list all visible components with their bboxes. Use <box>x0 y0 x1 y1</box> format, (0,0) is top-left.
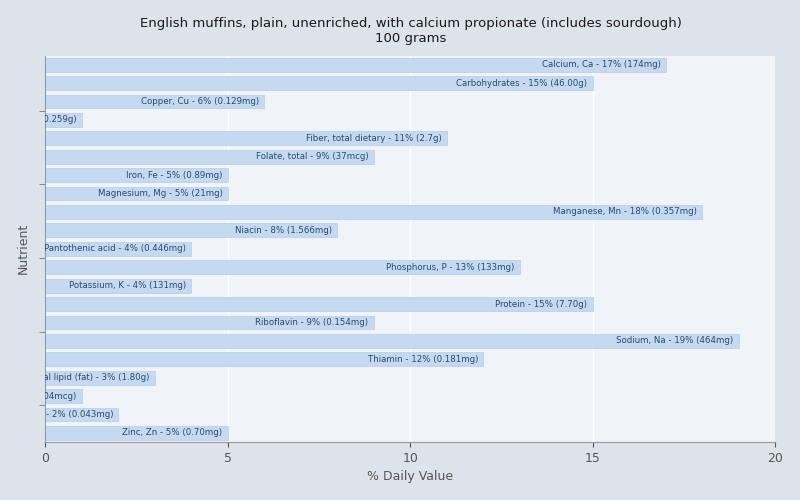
Bar <box>46 352 483 366</box>
Bar <box>46 94 265 108</box>
Bar <box>46 316 374 330</box>
Text: Pantothenic acid - 4% (0.446mg): Pantothenic acid - 4% (0.446mg) <box>44 244 186 254</box>
Text: Manganese, Mn - 18% (0.357mg): Manganese, Mn - 18% (0.357mg) <box>553 208 697 216</box>
Bar <box>46 389 82 403</box>
Text: Fiber, total dietary - 11% (2.7g): Fiber, total dietary - 11% (2.7g) <box>306 134 442 143</box>
Bar <box>46 242 191 256</box>
Text: Folate, total - 9% (37mcg): Folate, total - 9% (37mcg) <box>256 152 369 162</box>
Text: Thiamin - 12% (0.181mg): Thiamin - 12% (0.181mg) <box>367 354 478 364</box>
Bar <box>46 205 702 219</box>
Text: Calcium, Ca - 17% (174mg): Calcium, Ca - 17% (174mg) <box>542 60 661 70</box>
Bar <box>46 76 593 90</box>
Text: Riboflavin - 9% (0.154mg): Riboflavin - 9% (0.154mg) <box>255 318 369 327</box>
Text: Vitamin B-6 - 2% (0.043mg): Vitamin B-6 - 2% (0.043mg) <box>0 410 113 419</box>
Bar <box>46 408 118 422</box>
Text: Iron, Fe - 5% (0.89mg): Iron, Fe - 5% (0.89mg) <box>126 170 222 179</box>
Bar <box>46 132 447 145</box>
Bar <box>46 186 228 200</box>
Y-axis label: Nutrient: Nutrient <box>17 223 30 274</box>
Bar <box>46 278 191 292</box>
Text: Vitamin B-12 - 1% (0.04mcg): Vitamin B-12 - 1% (0.04mcg) <box>0 392 77 400</box>
Text: Copper, Cu - 6% (0.129mg): Copper, Cu - 6% (0.129mg) <box>141 97 259 106</box>
Text: Sodium, Na - 19% (464mg): Sodium, Na - 19% (464mg) <box>616 336 734 345</box>
Bar <box>46 426 228 440</box>
Bar <box>46 58 666 71</box>
Text: Magnesium, Mg - 5% (21mg): Magnesium, Mg - 5% (21mg) <box>98 189 222 198</box>
Title: English muffins, plain, unenriched, with calcium propionate (includes sourdough): English muffins, plain, unenriched, with… <box>139 16 682 44</box>
Text: Protein - 15% (7.70g): Protein - 15% (7.70g) <box>495 300 587 308</box>
Bar <box>46 150 374 164</box>
Text: Zinc, Zn - 5% (0.70mg): Zinc, Zn - 5% (0.70mg) <box>122 428 222 438</box>
Text: Potassium, K - 4% (131mg): Potassium, K - 4% (131mg) <box>69 281 186 290</box>
Bar <box>46 334 739 347</box>
Bar <box>46 260 520 274</box>
Text: Total lipid (fat) - 3% (1.80g): Total lipid (fat) - 3% (1.80g) <box>31 373 150 382</box>
X-axis label: % Daily Value: % Daily Value <box>367 470 454 484</box>
Text: Carbohydrates - 15% (46.00g): Carbohydrates - 15% (46.00g) <box>457 78 587 88</box>
Text: Phosphorus, P - 13% (133mg): Phosphorus, P - 13% (133mg) <box>386 262 514 272</box>
Text: Fatty acids, total saturated - 1% (0.259g): Fatty acids, total saturated - 1% (0.259… <box>0 116 77 124</box>
Bar <box>46 224 338 237</box>
Bar <box>46 168 228 182</box>
Bar <box>46 297 593 311</box>
Text: Niacin - 8% (1.566mg): Niacin - 8% (1.566mg) <box>235 226 332 235</box>
Bar <box>46 113 82 127</box>
Bar <box>46 370 155 384</box>
